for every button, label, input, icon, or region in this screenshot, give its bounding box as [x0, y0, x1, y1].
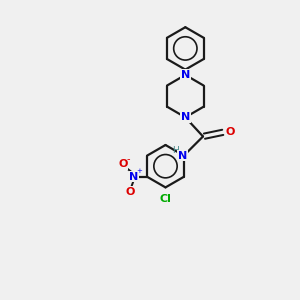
Text: O: O [118, 159, 128, 170]
Text: O: O [226, 127, 236, 137]
Text: N: N [181, 70, 190, 80]
Text: N: N [129, 172, 139, 182]
Text: +: + [136, 169, 142, 175]
Text: N: N [181, 112, 190, 122]
Text: -: - [127, 154, 130, 164]
Text: O: O [126, 187, 135, 196]
Text: N: N [178, 151, 187, 160]
Text: H: H [172, 146, 179, 155]
Text: Cl: Cl [160, 194, 171, 204]
